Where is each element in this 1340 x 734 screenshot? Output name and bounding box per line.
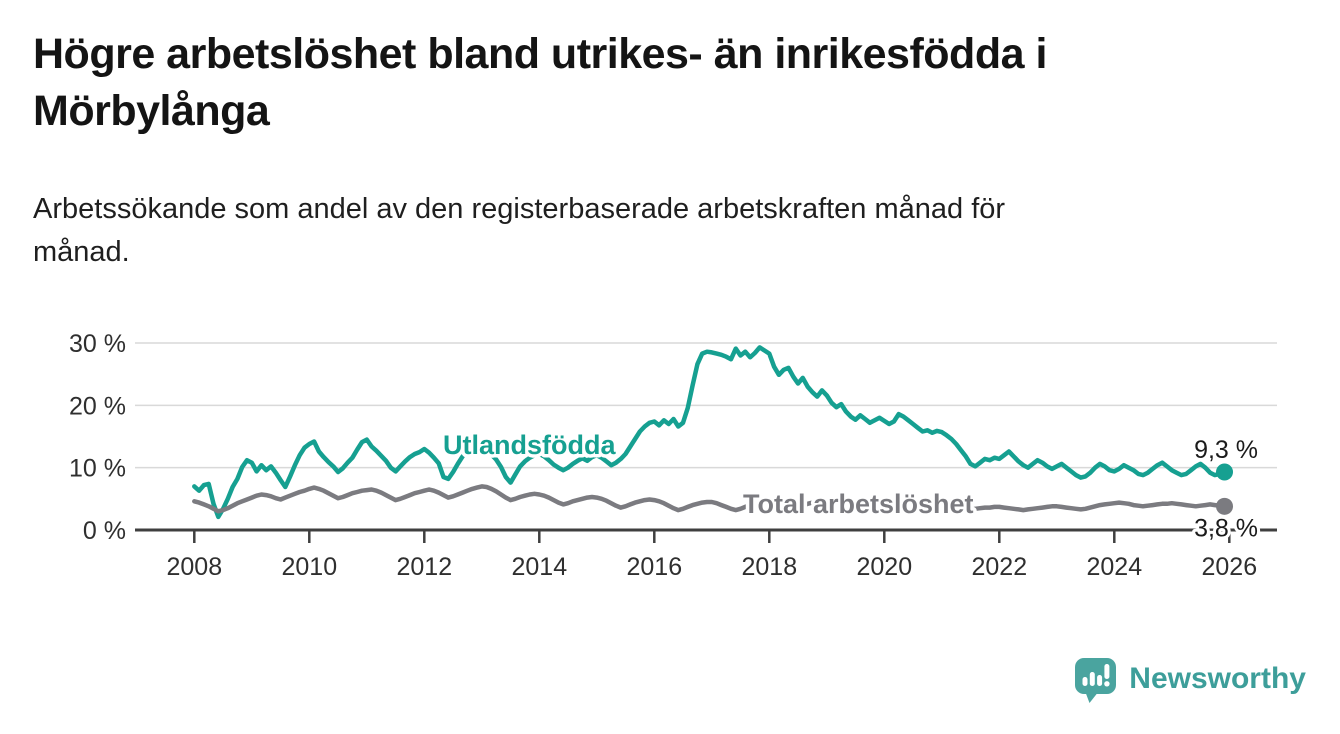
series-line-total	[192, 484, 1227, 514]
x-tick-label: 2024	[1086, 553, 1142, 581]
x-tick-label: 2014	[511, 553, 567, 581]
series-end-dot	[1216, 497, 1234, 515]
y-tick-label: 0 %	[83, 517, 126, 545]
x-tick-label: 2016	[626, 553, 682, 581]
x-tick-label: 2008	[166, 553, 222, 581]
x-tick-label: 2026	[1201, 553, 1257, 581]
series-end-dot	[1216, 463, 1234, 481]
series-end-value-label: 9,3 %	[1194, 436, 1258, 464]
y-tick-label: 20 %	[69, 392, 126, 420]
chart-subtitle: Arbetssökande som andel av den registerb…	[33, 193, 1006, 268]
brand-name: Newsworthy	[1129, 662, 1306, 695]
y-tick-label: 10 %	[69, 455, 126, 483]
x-tick-label: 2010	[281, 553, 337, 581]
newsworthy-logo-icon	[1075, 658, 1117, 703]
x-tick-label: 2020	[856, 553, 912, 581]
series-name-label: Utlandsfödda	[443, 430, 616, 460]
series-line-utlandsfodda	[192, 345, 1227, 520]
series-name-label: Total arbetslöshet	[743, 489, 974, 519]
x-tick-label: 2012	[396, 553, 452, 581]
unemployment-line-chart: 0 % 10 % 20 % 30 % 2008 2010 2012 2014 2016 2018 2…	[69, 330, 1277, 581]
y-tick-label: 30 %	[69, 330, 126, 358]
x-tick-label: 2018	[741, 553, 797, 581]
page-title: Högre arbetslöshet bland utrikes- än inr…	[33, 30, 1047, 135]
brand-footer: Newsworthy	[1072, 655, 1306, 703]
x-tick-label: 2022	[971, 553, 1027, 581]
series-end-value-label: 3,8 %	[1194, 514, 1258, 542]
